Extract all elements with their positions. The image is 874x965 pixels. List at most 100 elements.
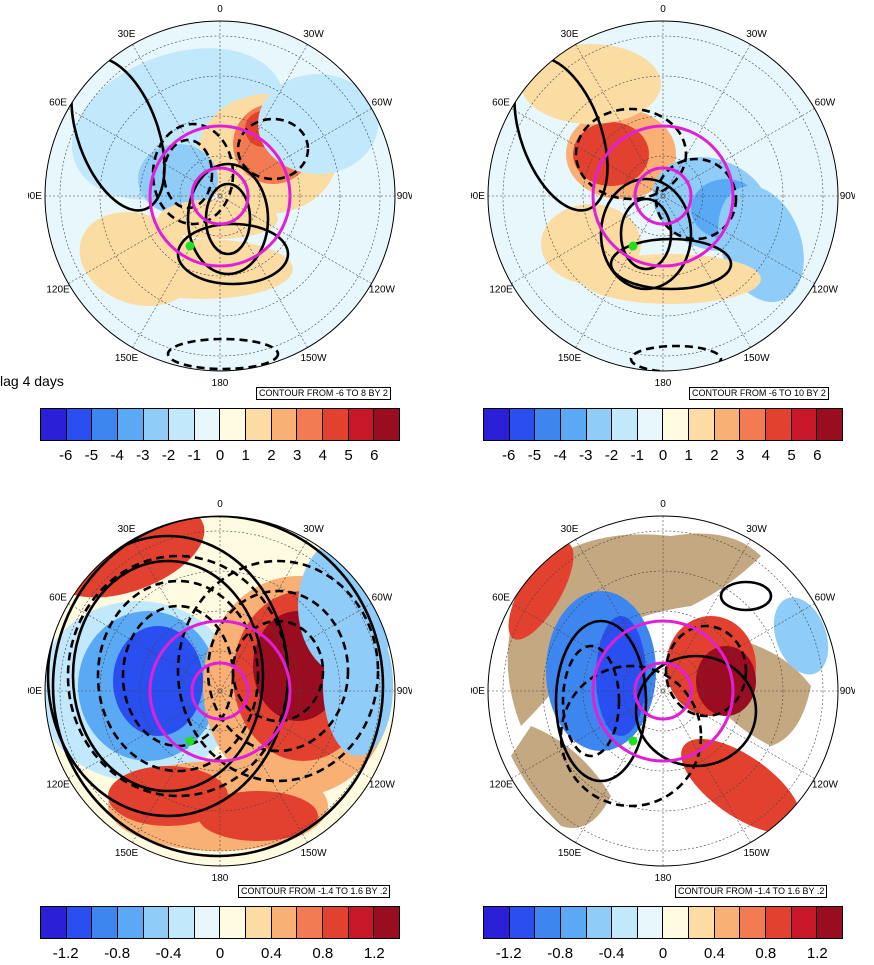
colorbar-ticks: -6 -5 -4 -3 -2 -1 0 1 2 3 4 5 6	[40, 447, 400, 467]
colorbar-tick-label: -0.8	[547, 945, 574, 962]
colorbar-cell	[714, 907, 741, 938]
longitude-label: 0	[660, 499, 666, 510]
colorbar-tick-label: -1	[187, 447, 201, 464]
colorbar-tick-label: 6	[370, 447, 379, 464]
anomaly-shade	[681, 738, 801, 834]
longitude-label: 90W	[397, 686, 412, 697]
negative-contour	[559, 664, 703, 808]
negative-contour	[561, 644, 621, 758]
longitude-label: 120W	[812, 780, 839, 791]
anomaly-shade	[773, 597, 829, 675]
colorbar-cell	[612, 907, 638, 938]
map-boundary	[44, 20, 396, 372]
colorbar-tick-label: 0.4	[703, 945, 725, 962]
positive-contour	[634, 654, 758, 768]
colorbar-tick-label: -2	[161, 447, 176, 464]
shading-layer	[45, 21, 395, 371]
anomaly-shade	[508, 542, 574, 640]
colorbar-tick-label: 0	[215, 447, 225, 464]
longitude-label: 150E	[558, 353, 582, 364]
colorbar-tick-label: 6	[813, 447, 822, 464]
station-marker	[628, 241, 638, 251]
colorbar-cell	[323, 409, 349, 440]
anomaly-shade	[113, 626, 203, 736]
longitude-label: 30W	[746, 524, 767, 535]
anomaly-shade	[521, 44, 661, 124]
station-marker	[185, 241, 195, 251]
longitude-label: 120E	[46, 285, 70, 296]
contour-note: CONTOUR FROM -6 TO 10 BY 2	[689, 387, 829, 400]
region-circle-outer	[148, 619, 292, 763]
positive-contour	[554, 619, 648, 783]
longitude-label: 180	[655, 378, 672, 388]
longitude-label: 180	[212, 378, 229, 388]
negative-contour	[236, 117, 310, 181]
colorbar-cell	[560, 907, 587, 938]
region-circle-inner	[190, 166, 250, 226]
negative-contour	[629, 344, 723, 371]
colorbar-cell	[791, 409, 818, 440]
colorbar-tick-label: -2	[604, 447, 619, 464]
colorbar-cell	[41, 907, 67, 938]
latitude-circle	[542, 75, 784, 317]
colorbar-tick-label: -0.4	[155, 945, 182, 962]
colorbar-tick-label: 0	[658, 945, 668, 962]
colorbar-cell	[143, 409, 170, 440]
colorbar-cell	[740, 409, 767, 440]
latitude-circle	[502, 530, 824, 852]
latitude-circle	[179, 650, 261, 732]
map-boundary	[487, 20, 839, 372]
colorbar-cell	[117, 409, 144, 440]
latitude-circle	[59, 530, 381, 852]
positive-contour	[71, 559, 265, 793]
colorbar	[40, 408, 400, 441]
colorbar-tick-label: 2	[710, 447, 719, 464]
shading-layer	[488, 516, 838, 866]
colorbar-tick-label: -6	[502, 447, 516, 464]
colorbar-cell	[637, 409, 664, 440]
longitude-label: 60E	[49, 98, 67, 109]
longitude-label: 150E	[115, 848, 139, 859]
colorbar-cell	[194, 409, 221, 440]
negative-contour	[574, 107, 688, 201]
colorbar-cell	[66, 409, 93, 440]
longitude-label: 120E	[46, 780, 70, 791]
longitude-label: 90E	[471, 686, 485, 697]
colorbar-tick-label: -0.4	[598, 945, 625, 962]
longitude-label: 60W	[815, 593, 836, 604]
longitude-label: 30W	[303, 29, 324, 40]
latitude-circle	[139, 115, 301, 277]
colorbar	[40, 906, 400, 939]
colorbar	[483, 906, 843, 939]
contour-note: CONTOUR FROM -1.4 TO 1.6 BY .2	[238, 885, 391, 898]
land-asia-east	[511, 726, 611, 828]
longitude-label: 120W	[369, 285, 396, 296]
longitude-label: 90E	[471, 191, 485, 202]
negative-contour	[206, 589, 350, 753]
colorbar-cell	[194, 907, 221, 938]
longitude-label: 30E	[118, 524, 136, 535]
colorbar-cell	[817, 409, 842, 440]
colorbar	[483, 408, 843, 441]
longitude-label: 30W	[746, 29, 767, 40]
polar-map: 0 30W 60W 90W 120W 150W 180 150E 120E 90E 60E 30E	[471, 499, 855, 884]
colorbar-tick-label: 2	[267, 447, 276, 464]
contour-note: CONTOUR FROM -6 TO 8 BY 2	[256, 387, 391, 400]
longitude-label: 120W	[369, 780, 396, 791]
map-boundary	[487, 515, 839, 867]
colorbar-tick-label: 1.2	[363, 945, 385, 962]
colorbar-tick-label: 0.8	[755, 945, 777, 962]
station-marker	[185, 736, 195, 746]
positive-contour	[619, 197, 673, 271]
latitude-circle	[179, 155, 261, 237]
colorbar-cell	[297, 907, 324, 938]
anomaly-shade	[696, 646, 756, 716]
colorbar-cell	[535, 907, 561, 938]
longitude-label: 90E	[28, 191, 42, 202]
longitude-label: 180	[212, 873, 229, 884]
polar-map: 0 30W 60W 90W 120W 150W 180 150E 120E 90E 60E 30E	[28, 4, 412, 388]
longitude-label: 60E	[492, 98, 510, 109]
colorbar-tick-label: 4	[318, 447, 328, 464]
colorbar-cell	[612, 409, 638, 440]
colorbar-tick-label: -5	[527, 447, 542, 464]
